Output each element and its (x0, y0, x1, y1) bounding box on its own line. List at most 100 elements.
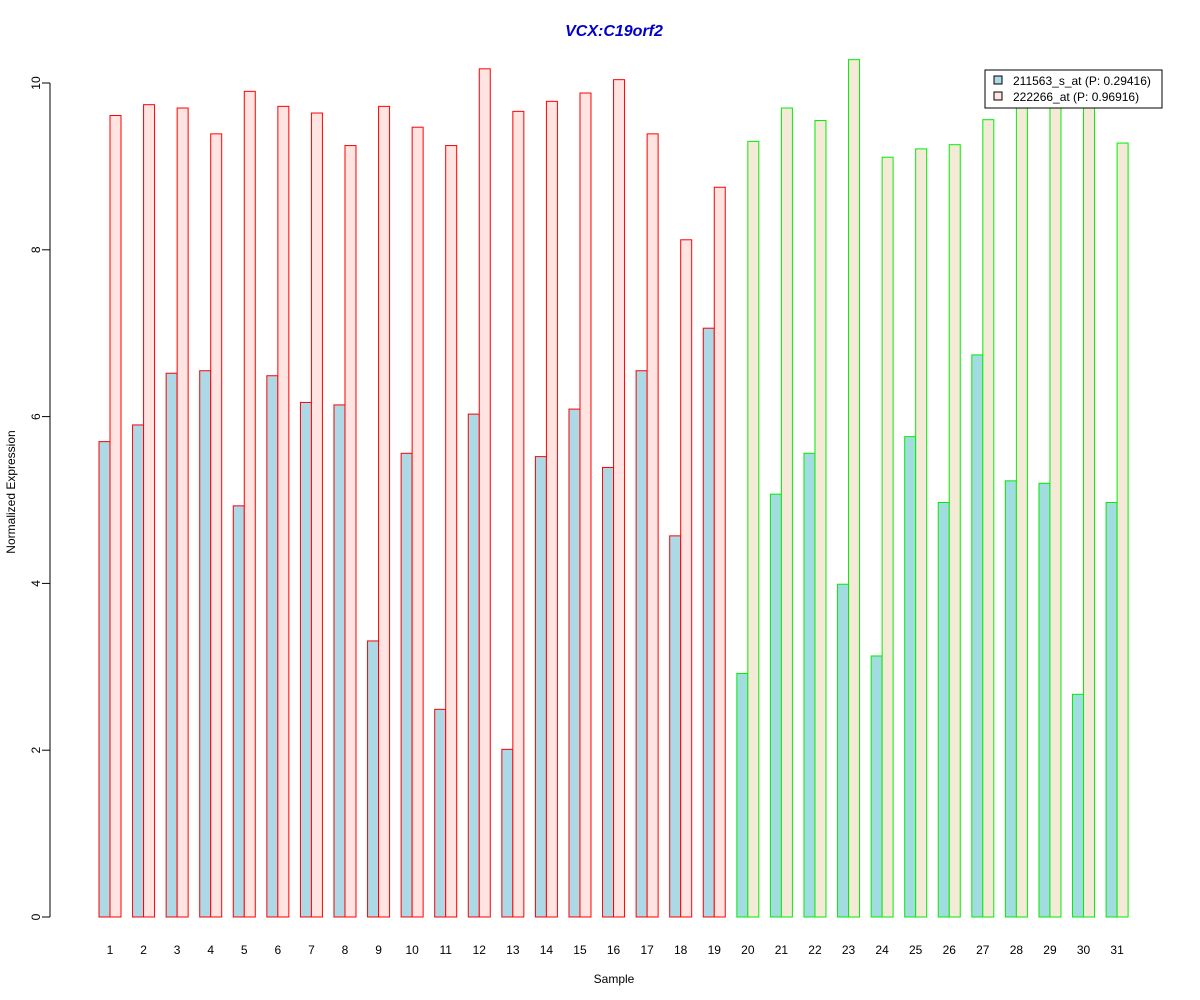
bar-series-1-sample-27 (971, 354, 984, 918)
x-tick-label: 7 (308, 943, 315, 957)
bar-series-1-sample-13 (501, 748, 514, 918)
y-tick-label: 8 (29, 246, 43, 253)
bar-series-2-sample-26 (948, 144, 961, 918)
bar-series-2-sample-8 (344, 145, 357, 918)
x-tick-label: 26 (943, 943, 957, 957)
x-tick-label: 5 (241, 943, 248, 957)
bars (98, 59, 1129, 918)
bar-series-2-sample-18 (680, 239, 693, 918)
bar-series-1-sample-16 (602, 466, 615, 918)
x-tick-label: 4 (207, 943, 214, 957)
y-tick-label: 10 (29, 76, 43, 90)
x-tick-label: 18 (674, 943, 688, 957)
bar-series-2-sample-10 (411, 126, 424, 918)
bar-series-2-sample-22 (814, 120, 827, 918)
x-tick-label: 17 (640, 943, 654, 957)
bar-series-1-sample-9 (367, 640, 380, 918)
bar-series-1-sample-5 (232, 505, 245, 918)
bar-series-1-sample-28 (1004, 480, 1017, 918)
y-tick-label: 4 (29, 580, 43, 587)
x-tick-label: 15 (573, 943, 587, 957)
bar-series-1-sample-18 (669, 535, 682, 918)
x-tick-label: 8 (342, 943, 349, 957)
bar-series-1-sample-15 (568, 408, 581, 918)
x-tick-label: 20 (741, 943, 755, 957)
legend-label-series-1: 211563_s_at (P: 0.29416) (1013, 74, 1151, 88)
y-axis: 0 2 4 6 8 10 (29, 76, 51, 920)
x-tick-label: 9 (375, 943, 382, 957)
bar-series-1-sample-11 (434, 708, 447, 918)
x-tick-label: 6 (275, 943, 282, 957)
x-tick-label: 29 (1043, 943, 1057, 957)
bar-series-1-sample-20 (736, 672, 749, 918)
bar-series-2-sample-15 (579, 92, 592, 918)
bar-series-1-sample-17 (635, 370, 648, 918)
bar-series-2-sample-9 (378, 105, 391, 918)
x-tick-label: 24 (875, 943, 889, 957)
bar-series-2-sample-5 (243, 90, 256, 918)
x-tick-label: 11 (439, 943, 452, 957)
bar-series-2-sample-19 (713, 186, 726, 918)
x-tick-label: 3 (174, 943, 181, 957)
x-tick-label: 22 (808, 943, 822, 957)
x-tick-label: 27 (976, 943, 990, 957)
bar-series-2-sample-31 (1116, 142, 1129, 918)
x-axis-ticks: 1 2 3 4 5 6 7 8 9 10 11 12 13 14 15 16 17 18 19 20 21 22 23 24 2… (107, 943, 1124, 957)
bar-series-2-sample-14 (545, 100, 558, 918)
bar-series-1-sample-2 (132, 424, 145, 918)
bar-series-2-sample-25 (915, 148, 928, 918)
bar-series-1-sample-22 (803, 452, 816, 918)
bar-series-1-sample-23 (837, 583, 850, 918)
chart-title: VCX:C19orf2 (565, 23, 663, 40)
bar-series-1-sample-8 (333, 404, 346, 918)
bar-series-2-sample-1 (109, 115, 122, 918)
x-axis-label: Sample (594, 972, 635, 986)
x-tick-label: 28 (1010, 943, 1024, 957)
bar-series-2-sample-6 (277, 105, 290, 918)
bar-series-2-sample-16 (613, 79, 626, 918)
bar-series-2-sample-12 (478, 68, 491, 918)
bar-series-1-sample-7 (299, 401, 312, 918)
bar-series-2-sample-23 (848, 59, 861, 918)
bar-series-2-sample-13 (512, 110, 525, 918)
x-tick-label: 30 (1077, 943, 1091, 957)
x-tick-label: 1 (107, 943, 114, 957)
bar-series-2-sample-2 (143, 104, 156, 918)
bar-series-1-sample-3 (165, 372, 178, 918)
x-tick-label: 2 (140, 943, 147, 957)
bar-series-1-sample-31 (1105, 502, 1118, 918)
bar-series-1-sample-14 (534, 456, 547, 918)
x-tick-label: 10 (405, 943, 419, 957)
bar-series-1-sample-30 (1072, 693, 1085, 918)
x-tick-label: 23 (842, 943, 856, 957)
bar-series-1-sample-24 (870, 655, 883, 918)
bar-series-2-sample-3 (176, 107, 189, 918)
y-tick-label: 6 (29, 413, 43, 420)
y-axis-label: Normalized Expression (4, 430, 18, 553)
bar-series-2-sample-11 (445, 145, 458, 918)
bar-series-1-sample-21 (769, 493, 782, 918)
legend: 211563_s_at (P: 0.29416) 222266_at (P: 0… (984, 69, 1163, 109)
x-tick-label: 25 (909, 943, 923, 957)
x-tick-label: 13 (506, 943, 520, 957)
y-tick-label: 0 (29, 913, 43, 920)
legend-box (984, 69, 1163, 109)
x-tick-label: 31 (1110, 943, 1124, 957)
x-tick-label: 16 (607, 943, 621, 957)
bar-series-1-sample-29 (1038, 482, 1051, 918)
bar-series-2-sample-21 (780, 107, 793, 918)
x-tick-label: 21 (775, 943, 789, 957)
bar-series-2-sample-27 (982, 119, 995, 918)
legend-label-series-2: 222266_at (P: 0.96916) (1013, 90, 1139, 104)
bar-series-2-sample-29 (1049, 90, 1062, 918)
bar-series-2-sample-4 (210, 133, 223, 918)
bar-series-1-sample-6 (266, 375, 279, 918)
bar-series-2-sample-20 (747, 140, 760, 918)
x-tick-label: 12 (473, 943, 487, 957)
bar-series-2-sample-28 (1015, 95, 1028, 918)
bar-series-2-sample-30 (1083, 90, 1096, 918)
bar-series-2-sample-24 (881, 156, 894, 918)
legend-swatch-series-1 (993, 75, 1003, 85)
bar-series-1-sample-26 (937, 502, 950, 918)
bar-series-1-sample-1 (98, 441, 111, 918)
